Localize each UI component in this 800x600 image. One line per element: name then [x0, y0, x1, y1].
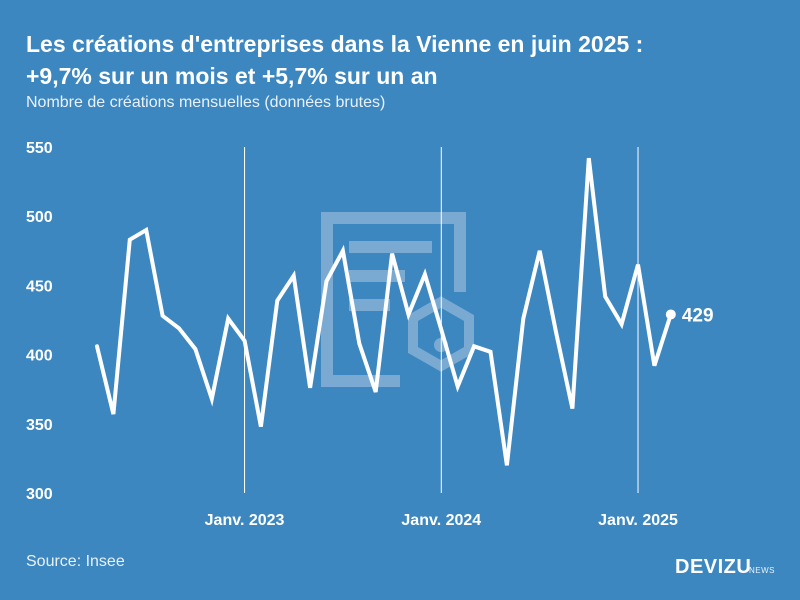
series-line — [95, 157, 673, 466]
x-tick-label: Janv. 2023 — [205, 512, 285, 529]
y-tick-label: 300 — [26, 486, 53, 503]
vertical-markers — [244, 147, 639, 493]
title-line-2: +9,7% sur un mois et +5,7% sur un an — [26, 63, 438, 89]
brand-logo-suffix: NEWS — [749, 566, 775, 575]
title-line-1: Les créations d'entreprises dans la Vien… — [26, 31, 644, 57]
y-tick-label: 400 — [26, 348, 53, 365]
brand-logo: DEVIZU — [675, 556, 752, 578]
last-value-label: 429 — [682, 305, 714, 326]
x-tick-label: Janv. 2024 — [401, 512, 481, 529]
chart-title: Les créations d'entreprises dans la Vien… — [26, 28, 786, 92]
y-tick-label: 500 — [26, 209, 53, 226]
chart-subtitle: Nombre de créations mensuelles (données … — [26, 94, 386, 111]
x-axis: Janv. 2023 Janv. 2024 Janv. 2025 — [205, 512, 678, 529]
x-tick-label: Janv. 2025 — [598, 512, 678, 529]
y-tick-label: 350 — [26, 417, 53, 434]
y-axis: 300 350 400 450 500 550 — [26, 140, 53, 503]
y-tick-label: 450 — [26, 278, 53, 295]
last-point — [665, 309, 676, 320]
source-note: Source: Insee — [26, 553, 125, 570]
y-tick-label: 550 — [26, 140, 53, 157]
